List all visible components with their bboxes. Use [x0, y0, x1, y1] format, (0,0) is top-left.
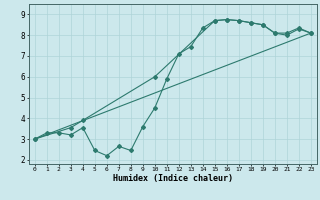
X-axis label: Humidex (Indice chaleur): Humidex (Indice chaleur) [113, 174, 233, 183]
